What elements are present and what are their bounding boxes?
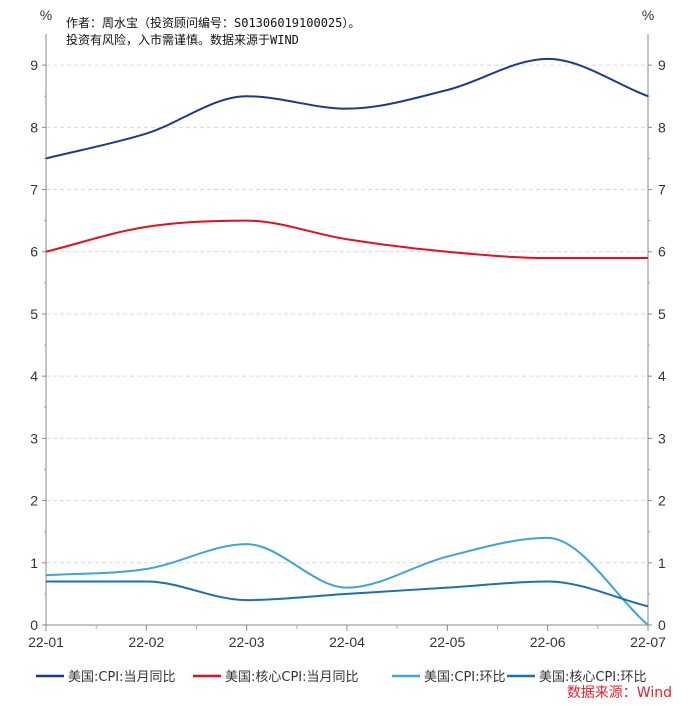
x-tick-label: 22-03: [229, 634, 265, 650]
x-tick-label: 22-05: [429, 634, 465, 650]
left-tick-label: 5: [30, 306, 38, 322]
legend-label: 美国:CPI:环比: [424, 670, 506, 685]
risk-note: 投资有风险，入市需谨慎。数据来源于WIND: [66, 32, 299, 47]
x-tick-label: 22-07: [630, 634, 666, 650]
x-tick-label: 22-01: [28, 634, 64, 650]
left-tick-label: 1: [30, 555, 38, 571]
x-axis-ticks: 22-01 22-02 22-03 22-04 22-05 22-06 22-07: [28, 634, 666, 650]
x-tick-label: 22-06: [530, 634, 566, 650]
right-tick-label: 6: [658, 244, 666, 260]
axes: [42, 34, 652, 631]
right-tick-label: 3: [658, 430, 666, 446]
x-tick-label: 22-04: [329, 634, 365, 650]
legend-label: 美国:CPI:当月同比: [68, 670, 176, 685]
right-tick-label: 7: [658, 182, 666, 198]
left-tick-label: 7: [30, 182, 38, 198]
left-tick-label: 6: [30, 244, 38, 260]
author-note: 作者：周水宝（投资顾问编号：S0130601910002​5）。: [66, 15, 360, 30]
right-tick-label: 2: [658, 493, 666, 509]
source-label: 数据来源：Wind: [567, 685, 672, 701]
right-tick-label: 5: [658, 306, 666, 322]
legend: 美国:CPI:当月同比 美国:核心CPI:当月同比 美国:CPI:环比 美国:核心CP…: [36, 670, 647, 685]
right-y-axis-unit: %: [642, 7, 654, 23]
grid: [46, 64, 648, 564]
left-tick-label: 4: [30, 368, 38, 384]
legend-label: 美国:核心CPI:环比: [539, 670, 647, 685]
series-line-2: [45, 219, 648, 259]
right-y-axis-ticks: 0 1 2 3 4 5 6 7 8 9: [658, 57, 666, 633]
left-y-axis-unit: %: [40, 7, 52, 23]
right-tick-label: 9: [658, 57, 666, 73]
series-line-1: [45, 57, 649, 160]
left-tick-label: 9: [30, 57, 38, 73]
right-tick-label: 4: [658, 368, 666, 384]
left-tick-label: 3: [30, 430, 38, 446]
left-tick-label: 0: [30, 617, 38, 633]
right-tick-label: 8: [658, 119, 666, 135]
legend-label: 美国:核心CPI:当月同比: [225, 670, 359, 685]
left-tick-label: 8: [30, 119, 38, 135]
x-tick-label: 22-02: [128, 634, 164, 650]
left-tick-label: 2: [30, 493, 38, 509]
right-tick-label: 1: [658, 555, 666, 571]
left-y-axis-ticks: 0 1 2 3 4 5 6 7 8 9: [30, 57, 38, 633]
right-tick-label: 0: [658, 617, 666, 633]
series-line-3: [45, 536, 649, 626]
series: [45, 57, 649, 626]
series-line-4: [45, 580, 649, 608]
